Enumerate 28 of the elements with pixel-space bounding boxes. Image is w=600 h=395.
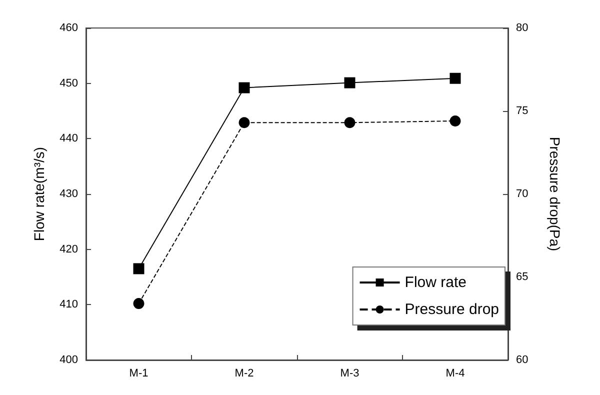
y2-tick-label: 75 bbox=[516, 105, 528, 117]
point bbox=[238, 82, 250, 94]
y2-tick-label: 60 bbox=[516, 354, 528, 366]
point bbox=[133, 298, 144, 310]
x-tick-label: M-4 bbox=[446, 368, 465, 380]
y2-tick-label: 65 bbox=[516, 271, 528, 283]
y-tick-label: 440 bbox=[60, 132, 78, 145]
x-tick-label: M-3 bbox=[340, 368, 360, 380]
y-tick-label: 400 bbox=[60, 354, 78, 366]
y2-tick-label: 80 bbox=[516, 22, 528, 34]
y-tick-label: 410 bbox=[60, 298, 78, 311]
x-tick-label: M-2 bbox=[234, 368, 254, 380]
point bbox=[344, 117, 356, 128]
y-tick-label: 430 bbox=[60, 188, 78, 200]
y-axis-title: Flow rate(m³/s) bbox=[31, 146, 47, 242]
y-tick-label: 420 bbox=[60, 243, 78, 256]
point bbox=[344, 77, 356, 88]
point bbox=[133, 263, 144, 274]
point bbox=[450, 115, 461, 126]
legend-label: Flow rate bbox=[404, 274, 466, 291]
x-tick-label: M-1 bbox=[129, 368, 148, 380]
y-tick-label: 450 bbox=[60, 77, 78, 90]
y2-axis-title: Pressure drop(Pa) bbox=[547, 136, 563, 252]
y-tick-label: 460 bbox=[60, 22, 78, 34]
point bbox=[238, 117, 250, 128]
y2-tick-label: 70 bbox=[516, 188, 528, 200]
point bbox=[450, 72, 461, 84]
legend-label: Pressure drop bbox=[404, 301, 500, 318]
